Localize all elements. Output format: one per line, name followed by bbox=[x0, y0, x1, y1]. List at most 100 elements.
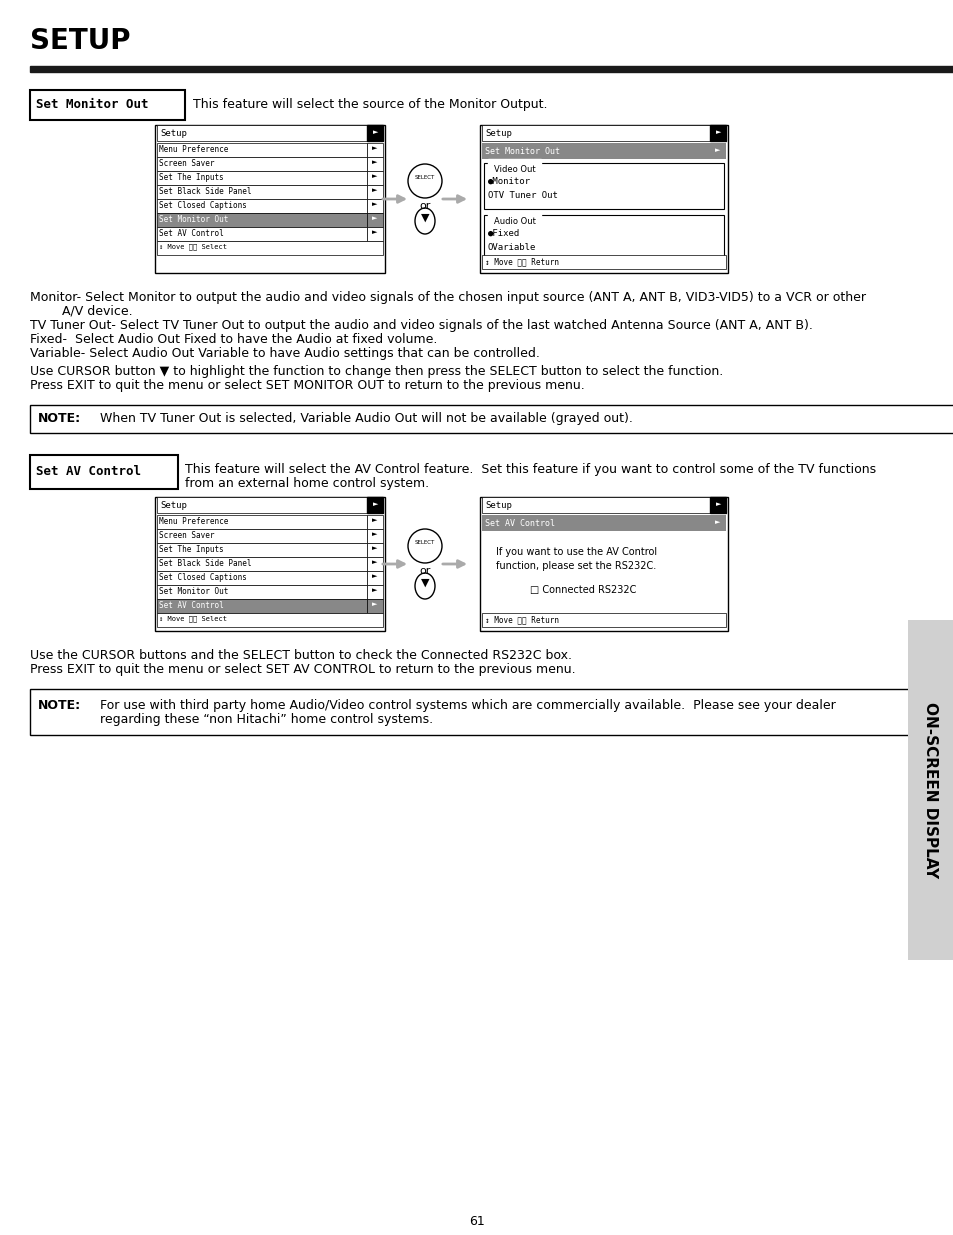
Ellipse shape bbox=[415, 207, 435, 233]
Bar bbox=[481, 143, 709, 159]
Bar bbox=[367, 529, 382, 543]
Bar bbox=[30, 689, 923, 735]
Bar bbox=[157, 241, 382, 254]
Text: For use with third party home Audio/Video control systems which are commercially: For use with third party home Audio/Vide… bbox=[100, 699, 835, 713]
Text: Setup: Setup bbox=[160, 128, 187, 138]
Text: When TV Tuner Out is selected, Variable Audio Out will not be available (grayed : When TV Tuner Out is selected, Variable … bbox=[100, 412, 632, 425]
Bar bbox=[157, 529, 367, 543]
Text: OVariable: OVariable bbox=[488, 243, 536, 252]
Ellipse shape bbox=[415, 573, 435, 599]
Bar bbox=[157, 585, 367, 599]
Text: Monitor- Select Monitor to output the audio and video signals of the chosen inpu: Monitor- Select Monitor to output the au… bbox=[30, 291, 865, 304]
Bar bbox=[30, 65, 953, 72]
Text: NOTE:: NOTE: bbox=[38, 412, 81, 425]
Bar bbox=[483, 215, 723, 261]
Text: SETUP: SETUP bbox=[30, 27, 131, 56]
Bar bbox=[157, 185, 367, 199]
Text: ↕ Move ①② Return: ↕ Move ①② Return bbox=[484, 257, 558, 266]
Text: Set Black Side Panel: Set Black Side Panel bbox=[159, 186, 252, 196]
Bar bbox=[157, 599, 367, 613]
Text: Set Monitor Out: Set Monitor Out bbox=[484, 147, 559, 156]
Bar bbox=[367, 543, 382, 557]
Text: Setup: Setup bbox=[160, 501, 187, 510]
Text: ►: ► bbox=[372, 517, 377, 522]
Text: Set The Inputs: Set The Inputs bbox=[159, 173, 224, 182]
Text: ►: ► bbox=[372, 531, 377, 537]
Bar bbox=[709, 515, 725, 531]
Bar bbox=[367, 185, 382, 199]
Bar bbox=[481, 496, 725, 513]
Text: Setup: Setup bbox=[484, 501, 512, 510]
Bar bbox=[367, 557, 382, 571]
Bar bbox=[30, 405, 953, 433]
Bar bbox=[157, 125, 382, 141]
Circle shape bbox=[408, 529, 441, 563]
Bar bbox=[154, 125, 385, 273]
Text: ↕ Move ①② Select: ↕ Move ①② Select bbox=[159, 243, 227, 249]
Bar bbox=[907, 620, 953, 960]
Text: from an external home control system.: from an external home control system. bbox=[185, 477, 429, 490]
Text: Set Monitor Out: Set Monitor Out bbox=[36, 98, 149, 111]
Text: Screen Saver: Screen Saver bbox=[159, 159, 214, 168]
Bar bbox=[481, 254, 725, 269]
Text: 61: 61 bbox=[469, 1215, 484, 1228]
Bar bbox=[367, 496, 382, 513]
Text: ►: ► bbox=[714, 147, 720, 153]
Text: ►: ► bbox=[714, 519, 720, 525]
Text: Set Closed Captions: Set Closed Captions bbox=[159, 573, 247, 582]
Bar bbox=[367, 199, 382, 212]
Bar bbox=[157, 212, 367, 227]
Text: ►: ► bbox=[373, 128, 378, 135]
Text: Press EXIT to quit the menu or select SET MONITOR OUT to return to the previous : Press EXIT to quit the menu or select SE… bbox=[30, 379, 584, 391]
Text: SELECT: SELECT bbox=[415, 540, 435, 545]
Text: Use the CURSOR buttons and the SELECT button to check the Connected RS232C box.: Use the CURSOR buttons and the SELECT bu… bbox=[30, 650, 572, 662]
Text: ●Fixed: ●Fixed bbox=[488, 228, 519, 238]
Text: Set Monitor Out: Set Monitor Out bbox=[159, 587, 228, 597]
Text: NOTE:: NOTE: bbox=[38, 699, 81, 713]
Bar bbox=[157, 199, 367, 212]
Text: or: or bbox=[419, 566, 430, 576]
Text: ●Monitor: ●Monitor bbox=[488, 177, 531, 186]
Bar bbox=[157, 496, 382, 513]
Text: Variable- Select Audio Out Variable to have Audio settings that can be controlle: Variable- Select Audio Out Variable to h… bbox=[30, 347, 539, 359]
Text: If you want to use the AV Control: If you want to use the AV Control bbox=[496, 547, 657, 557]
Text: SELECT: SELECT bbox=[415, 175, 435, 180]
Text: Set Monitor Out: Set Monitor Out bbox=[159, 215, 228, 224]
Text: This feature will select the source of the Monitor Output.: This feature will select the source of t… bbox=[193, 98, 547, 111]
Text: ►: ► bbox=[372, 573, 377, 579]
Text: ►: ► bbox=[372, 559, 377, 564]
Text: Menu Preference: Menu Preference bbox=[159, 144, 228, 154]
Text: ON-SCREEN DISPLAY: ON-SCREEN DISPLAY bbox=[923, 701, 938, 878]
Text: Audio Out: Audio Out bbox=[494, 217, 536, 226]
Bar bbox=[367, 143, 382, 157]
Text: TV Tuner Out- Select TV Tuner Out to output the audio and video signals of the l: TV Tuner Out- Select TV Tuner Out to out… bbox=[30, 319, 812, 332]
Bar bbox=[709, 125, 725, 141]
Bar bbox=[367, 585, 382, 599]
Text: ►: ► bbox=[372, 144, 377, 151]
Bar bbox=[367, 227, 382, 241]
Bar bbox=[157, 157, 367, 170]
Bar bbox=[367, 515, 382, 529]
Bar bbox=[479, 125, 727, 273]
Circle shape bbox=[408, 164, 441, 198]
Text: ►: ► bbox=[372, 228, 377, 235]
Bar bbox=[157, 571, 367, 585]
Text: ►: ► bbox=[372, 215, 377, 221]
Bar bbox=[709, 143, 725, 159]
Bar bbox=[483, 163, 723, 209]
Bar bbox=[157, 170, 367, 185]
Text: Set AV Control: Set AV Control bbox=[159, 601, 224, 610]
Text: Use CURSOR button ▼ to highlight the function to change then press the SELECT bu: Use CURSOR button ▼ to highlight the fun… bbox=[30, 366, 722, 378]
Text: A/V device.: A/V device. bbox=[30, 305, 132, 317]
Bar bbox=[157, 515, 367, 529]
Text: OTV Tuner Out: OTV Tuner Out bbox=[488, 191, 558, 200]
Text: ►: ► bbox=[372, 545, 377, 551]
Text: Set Black Side Panel: Set Black Side Panel bbox=[159, 559, 252, 568]
Text: ►: ► bbox=[716, 128, 720, 135]
Text: Set AV Control: Set AV Control bbox=[159, 228, 224, 238]
Text: ►: ► bbox=[372, 201, 377, 207]
Text: Screen Saver: Screen Saver bbox=[159, 531, 214, 540]
Bar bbox=[367, 212, 382, 227]
Text: Set The Inputs: Set The Inputs bbox=[159, 545, 224, 555]
Text: regarding these “non Hitachi” home control systems.: regarding these “non Hitachi” home contr… bbox=[100, 713, 433, 726]
